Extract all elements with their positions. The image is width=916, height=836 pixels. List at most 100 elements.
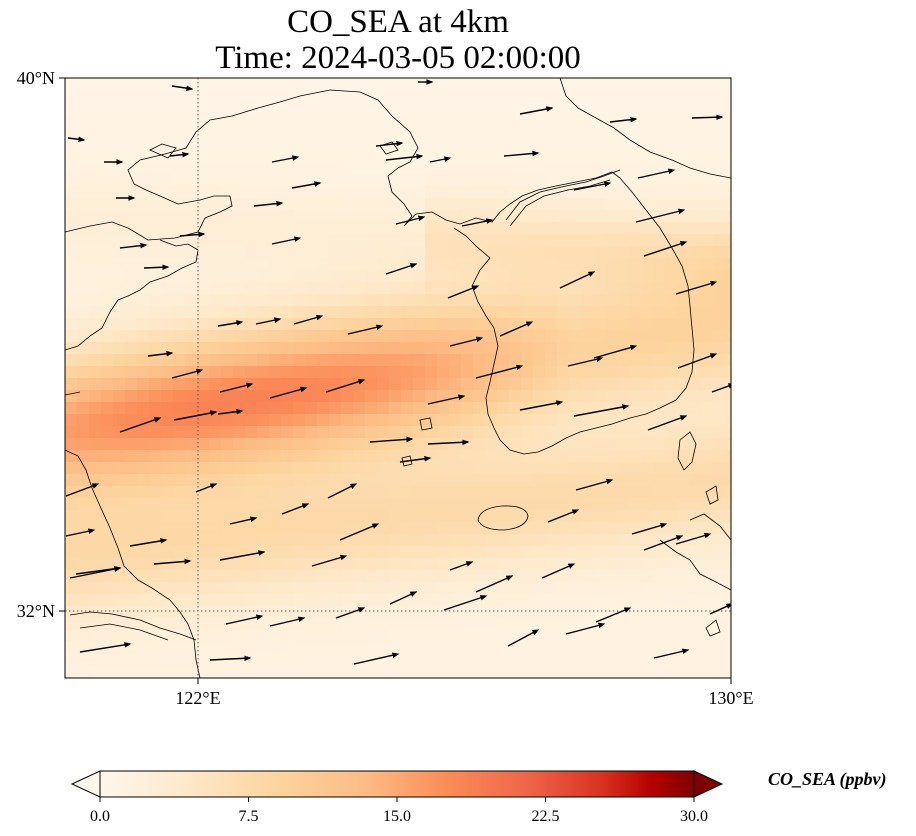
field-cell bbox=[629, 498, 642, 511]
field-cell bbox=[617, 582, 630, 595]
field-cell bbox=[449, 618, 462, 631]
field-cell bbox=[221, 246, 234, 259]
field-cell bbox=[77, 618, 90, 631]
field-cell bbox=[545, 462, 558, 475]
field-cell bbox=[173, 498, 186, 511]
field-cell bbox=[161, 90, 174, 103]
field-cell bbox=[173, 354, 186, 367]
field-cell bbox=[221, 630, 234, 643]
field-cell bbox=[257, 258, 270, 271]
field-cell bbox=[413, 90, 426, 103]
field-cell bbox=[137, 522, 150, 535]
field-cell bbox=[173, 258, 186, 271]
field-cell bbox=[329, 426, 342, 439]
field-cell bbox=[701, 390, 714, 403]
field-cell bbox=[101, 318, 114, 331]
field-cell bbox=[317, 162, 330, 175]
field-cell bbox=[557, 198, 570, 211]
wind-arrow bbox=[209, 655, 252, 662]
field-cell bbox=[209, 102, 222, 115]
field-cell bbox=[233, 246, 246, 259]
field-cell bbox=[317, 438, 330, 451]
field-cell bbox=[389, 522, 402, 535]
field-cell bbox=[209, 510, 222, 523]
field-cell bbox=[665, 414, 678, 427]
field-cell bbox=[677, 582, 690, 595]
field-cell bbox=[269, 282, 282, 295]
field-cell bbox=[533, 342, 546, 355]
field-cell bbox=[65, 90, 78, 103]
field-cell bbox=[497, 102, 510, 115]
field-cell bbox=[677, 114, 690, 127]
field-cell bbox=[653, 486, 666, 499]
field-cell bbox=[725, 666, 731, 678]
field-cell bbox=[509, 294, 522, 307]
field-cell bbox=[545, 426, 558, 439]
field-cell bbox=[125, 354, 138, 367]
field-cell bbox=[485, 426, 498, 439]
field-cell bbox=[677, 450, 690, 463]
field-cell bbox=[89, 246, 102, 259]
field-cell bbox=[473, 138, 486, 151]
field-cell bbox=[653, 390, 666, 403]
field-cell bbox=[149, 450, 162, 463]
field-cell bbox=[581, 378, 594, 391]
field-cell bbox=[497, 666, 510, 678]
field-cell bbox=[605, 186, 618, 199]
field-cell bbox=[221, 390, 234, 403]
field-cell bbox=[125, 282, 138, 295]
field-cell bbox=[257, 522, 270, 535]
field-cell bbox=[701, 378, 714, 391]
field-cell bbox=[113, 174, 126, 187]
field-cell bbox=[665, 162, 678, 175]
field-cell bbox=[65, 474, 78, 487]
field-cell bbox=[581, 474, 594, 487]
field-cell bbox=[317, 618, 330, 631]
wind-arrow bbox=[229, 516, 258, 525]
field-cell bbox=[533, 366, 546, 379]
field-cell bbox=[509, 486, 522, 499]
field-cell bbox=[557, 594, 570, 607]
field-cell bbox=[209, 174, 222, 187]
wind-arrow bbox=[559, 271, 596, 289]
field-cell bbox=[569, 450, 582, 463]
field-cell bbox=[617, 438, 630, 451]
field-cell bbox=[497, 210, 510, 223]
field-cell bbox=[245, 330, 258, 343]
field-cell bbox=[365, 462, 378, 475]
field-cell bbox=[389, 282, 402, 295]
wind-arrow bbox=[291, 181, 322, 189]
field-cell bbox=[605, 114, 618, 127]
field-cell bbox=[185, 330, 198, 343]
field-cell bbox=[245, 606, 258, 619]
field-cell bbox=[665, 294, 678, 307]
field-cell bbox=[461, 126, 474, 139]
field-cell bbox=[257, 510, 270, 523]
field-cell bbox=[617, 462, 630, 475]
field-cell bbox=[725, 294, 731, 307]
field-cell bbox=[353, 570, 366, 583]
field-cell bbox=[365, 126, 378, 139]
field-cell bbox=[293, 354, 306, 367]
field-cell bbox=[629, 174, 642, 187]
field-cell bbox=[713, 246, 726, 259]
field-cell bbox=[281, 546, 294, 559]
field-cell bbox=[185, 558, 198, 571]
field-cell bbox=[521, 390, 534, 403]
field-cell bbox=[341, 222, 354, 235]
field-cell bbox=[377, 90, 390, 103]
field-cell bbox=[569, 126, 582, 139]
field-cell bbox=[713, 210, 726, 223]
field-cell bbox=[293, 150, 306, 163]
field-cell bbox=[173, 150, 186, 163]
field-cell bbox=[521, 138, 534, 151]
field-cell bbox=[317, 114, 330, 127]
field-cell bbox=[245, 618, 258, 631]
field-cell bbox=[269, 210, 282, 223]
field-cell bbox=[713, 234, 726, 247]
field-cell bbox=[185, 90, 198, 103]
field-cell bbox=[641, 438, 654, 451]
field-cell bbox=[89, 666, 102, 678]
field-cell bbox=[617, 354, 630, 367]
field-cell bbox=[185, 114, 198, 127]
